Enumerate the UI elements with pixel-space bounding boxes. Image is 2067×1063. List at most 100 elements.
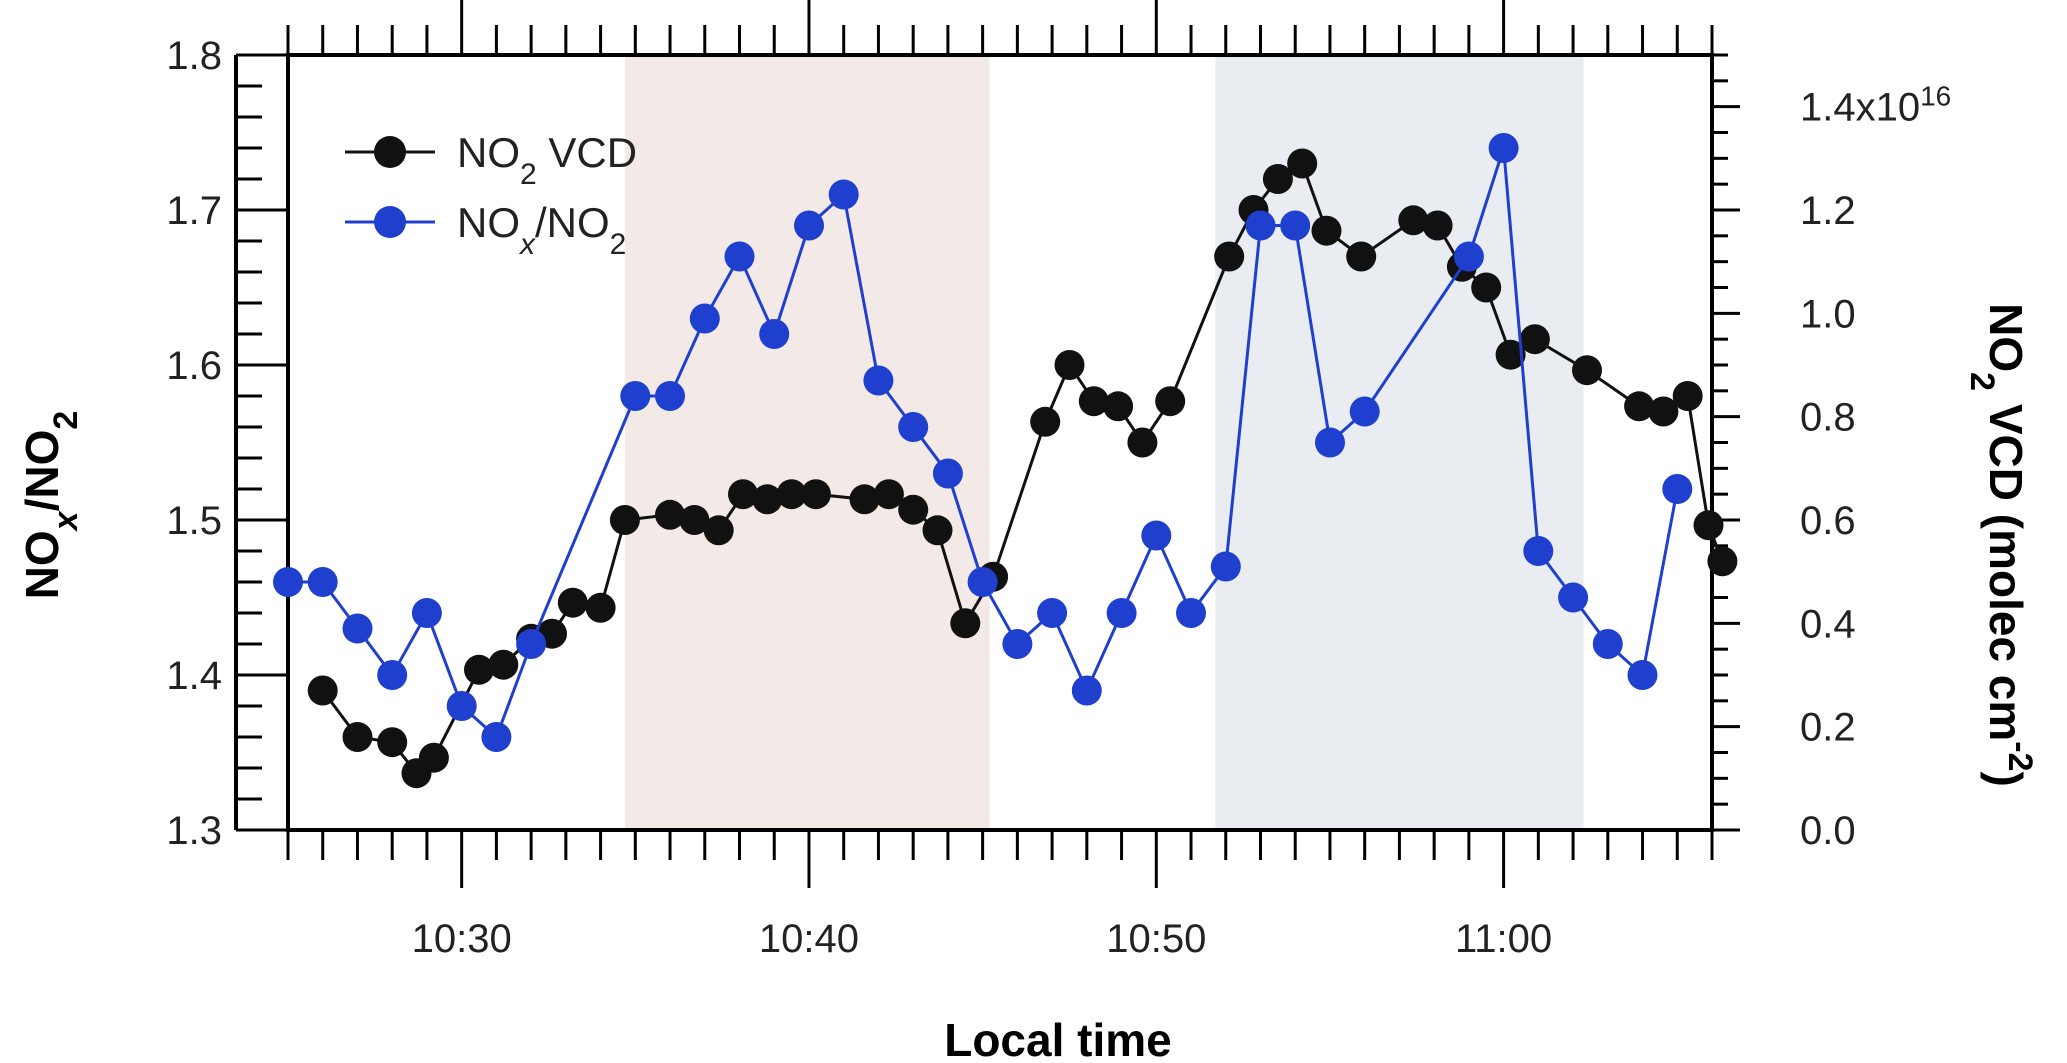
data-point-series-1	[1106, 598, 1137, 628]
data-point-series-1	[1315, 427, 1345, 458]
data-point-series-1	[1349, 396, 1380, 427]
axis-ticks	[236, 0, 1740, 888]
data-point-series-0	[1624, 391, 1655, 422]
data-point-series-1	[342, 613, 373, 644]
data-point-series-1	[516, 629, 547, 659]
x-tick-label: 10:40	[759, 917, 859, 961]
data-point-series-0	[800, 479, 831, 510]
data-point-series-1	[1662, 474, 1693, 504]
y-right-tick-label: 1.2	[1800, 189, 1856, 233]
data-point-series-0	[1471, 272, 1502, 303]
y-right-tick-label: 0.0	[1800, 809, 1856, 853]
legend-swatch-marker-no2-vcd	[374, 136, 406, 168]
legend-swatch-marker-nox-no2	[374, 206, 406, 238]
y-right-tick-label: 0.4	[1800, 602, 1856, 646]
data-point-series-0	[703, 515, 734, 546]
data-point-series-1	[1037, 598, 1068, 628]
data-point-series-1	[724, 241, 755, 272]
x-tick-label: 10:50	[1106, 917, 1206, 961]
data-point-series-0	[1422, 210, 1453, 241]
data-point-series-0	[1346, 241, 1377, 272]
data-point-series-0	[557, 587, 588, 618]
data-point-series-1	[898, 412, 929, 442]
data-point-series-1	[932, 458, 963, 489]
legend-label-nox-no2: NOx/NO2	[457, 199, 626, 261]
data-point-series-1	[273, 567, 303, 597]
y-left-tick-label: 1.5	[166, 499, 222, 543]
data-point-series-0	[1519, 324, 1550, 355]
data-point-series-1	[620, 381, 651, 411]
data-point-series-1	[1141, 520, 1172, 551]
data-point-series-0	[950, 608, 981, 639]
data-point-series-1	[759, 319, 790, 349]
data-point-series-0	[1054, 350, 1085, 380]
data-point-series-1	[1488, 133, 1519, 163]
data-point-series-0	[488, 649, 519, 680]
data-point-series-0	[655, 499, 685, 530]
shaded-band-0	[624, 55, 990, 830]
data-point-series-1	[794, 210, 824, 241]
data-point-series-0	[1707, 546, 1738, 577]
data-point-series-1	[1002, 629, 1033, 659]
data-point-series-0	[728, 479, 758, 510]
data-point-series-0	[1262, 164, 1293, 194]
data-point-series-1	[481, 722, 512, 752]
data-point-series-1	[1280, 210, 1311, 241]
data-point-series-0	[1693, 510, 1724, 541]
data-point-series-1	[1210, 551, 1241, 582]
data-point-series-0	[1311, 215, 1342, 246]
data-point-series-0	[464, 654, 494, 685]
y-left-tick-label: 1.4	[166, 654, 222, 698]
data-point-series-0	[342, 722, 373, 752]
x-tick-label: 10:30	[412, 917, 512, 961]
data-point-series-0	[776, 479, 807, 510]
y-right-tick-label: 0.6	[1800, 499, 1856, 543]
data-point-series-1	[689, 303, 720, 334]
data-point-series-0	[1287, 148, 1318, 179]
y-right-tick-label: 1.0	[1800, 292, 1856, 336]
y-left-tick-label: 1.6	[166, 344, 222, 388]
data-point-series-0	[1127, 427, 1158, 458]
legend: NO2 VCD NOx/NO2	[345, 129, 637, 261]
data-point-series-1	[377, 660, 408, 690]
data-point-series-0	[679, 505, 710, 535]
shaded-bands	[624, 55, 1584, 830]
data-point-series-0	[922, 515, 953, 546]
data-point-series-1	[1245, 210, 1276, 241]
data-point-series-1	[967, 567, 998, 597]
data-point-series-1	[828, 179, 859, 210]
data-point-series-1	[863, 365, 894, 396]
y-left-tick-label: 1.3	[166, 809, 222, 853]
y-right-tick-label: 0.2	[1800, 706, 1856, 750]
tick-labels: 1.3 1.4 1.5 1.6 1.7 1.8 0.0 0.2 0.4 0.6 0.8 1.0 1.2 1…	[166, 34, 1951, 961]
data-point-series-0	[1648, 396, 1679, 427]
data-point-series-1	[1558, 582, 1589, 613]
y-left-axis-title: NOx/NO2	[16, 411, 85, 600]
y-left-tick-label: 1.8	[166, 34, 222, 78]
data-point-series-0	[1155, 386, 1186, 417]
data-point-series-0	[1214, 241, 1245, 272]
data-point-series-0	[898, 494, 929, 525]
x-tick-label: 11:00	[1455, 917, 1552, 961]
y-right-axis-title: NO2 VCD (molec cm-2)	[1963, 303, 2039, 787]
data-point-series-1	[1176, 598, 1206, 628]
data-point-series-0	[418, 742, 449, 773]
data-point-series-1	[1453, 241, 1484, 272]
y-left-tick-label: 1.7	[166, 189, 222, 233]
data-point-series-0	[585, 592, 616, 623]
data-point-series-1	[1627, 660, 1658, 690]
data-point-series-1	[446, 691, 477, 721]
data-point-series-0	[752, 484, 783, 515]
series-layer	[273, 133, 1738, 789]
data-point-series-0	[1672, 381, 1703, 411]
data-point-series-1	[1071, 675, 1102, 706]
data-point-series-1	[307, 567, 338, 597]
data-point-series-1	[1523, 536, 1554, 566]
x-axis-title: Local time	[944, 1014, 1172, 1063]
data-point-series-0	[849, 484, 880, 515]
data-point-series-0	[1398, 205, 1429, 236]
data-point-series-0	[1078, 386, 1109, 417]
data-point-series-1	[411, 598, 442, 628]
y-right-tick-label: 0.8	[1800, 396, 1856, 440]
